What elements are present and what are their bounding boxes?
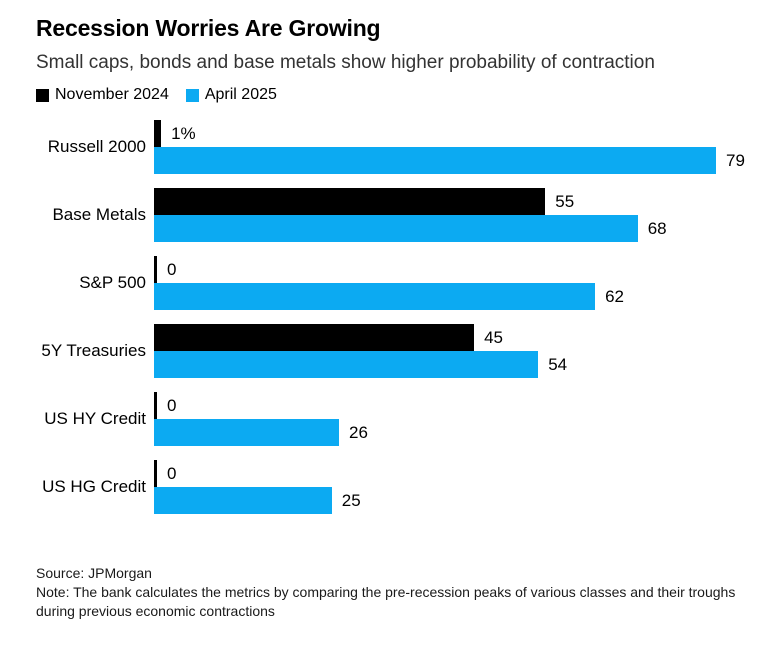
note-text: Note: The bank calculates the metrics by… xyxy=(36,584,736,619)
zero-tick xyxy=(154,392,157,419)
legend-color-swatch xyxy=(36,88,49,102)
category-label: Russell 2000 xyxy=(47,137,146,156)
bar-row: 45 xyxy=(154,324,775,351)
bar-row: 55 xyxy=(154,188,775,215)
value-label: 55 xyxy=(555,191,575,211)
bar-group: 1% 79 xyxy=(154,120,775,174)
category-label: Base Metals xyxy=(52,205,146,224)
chart-row: S&P 500 0 62 xyxy=(36,256,775,310)
bar-row: 25 xyxy=(154,487,775,514)
page-subtitle: Small caps, bonds and base metals show h… xyxy=(36,52,655,73)
value-label: 26 xyxy=(349,422,368,442)
legend-item-november-2024: November 2024 xyxy=(36,86,169,104)
bar-row: 0 xyxy=(154,256,775,283)
category-label: 5Y Treasuries xyxy=(41,341,146,360)
bar-group: 55 68 xyxy=(154,188,775,242)
bar-row: 26 xyxy=(154,419,775,446)
bar-row: 0 xyxy=(154,460,775,487)
chart-row: US HG Credit 0 25 xyxy=(36,460,775,514)
bar-november-2024 xyxy=(154,188,546,215)
value-label: 54 xyxy=(548,354,568,374)
legend: November 2024 April 2025 xyxy=(36,86,775,104)
bar-row: 79 xyxy=(154,147,775,174)
bar-row: 0 xyxy=(154,392,775,419)
bar-group: 45 54 xyxy=(154,324,775,378)
zero-tick xyxy=(154,460,157,487)
bar-row: 62 xyxy=(154,283,775,310)
legend-item-label: April 2025 xyxy=(204,86,277,103)
value-label: 1% xyxy=(171,123,196,143)
bar-april-2025 xyxy=(154,419,339,446)
value-label: 45 xyxy=(484,327,504,347)
value-label: 79 xyxy=(726,150,745,170)
bar-april-2025 xyxy=(154,283,596,310)
bar-april-2025 xyxy=(154,487,332,514)
bar-april-2025 xyxy=(154,147,716,174)
legend-color-swatch xyxy=(185,88,199,102)
value-label: 0 xyxy=(167,259,177,279)
bar-row: 68 xyxy=(154,215,775,242)
bar-row: 1% xyxy=(154,120,775,147)
bar-group: 0 26 xyxy=(154,392,775,446)
bar-november-2024 xyxy=(154,324,475,351)
value-label: 0 xyxy=(167,395,177,415)
bar-group: 0 62 xyxy=(154,256,775,310)
category-label: US HY Credit xyxy=(44,409,146,428)
category-label: US HG Credit xyxy=(42,477,146,496)
bar-row: 54 xyxy=(154,351,775,378)
value-label: 0 xyxy=(167,463,177,483)
value-label: 62 xyxy=(605,286,625,306)
source-text: Source: JPMorgan xyxy=(36,565,152,581)
category-label: S&P 500 xyxy=(79,273,146,292)
page-title: Recession Worries Are Growing xyxy=(36,15,381,41)
value-label: 68 xyxy=(647,218,667,238)
legend-item-april-2025: April 2025 xyxy=(185,86,277,104)
bar-april-2025 xyxy=(154,351,539,378)
chart-row: 5Y Treasuries 45 54 xyxy=(36,324,775,378)
chart-row: Base Metals 55 68 xyxy=(36,188,775,242)
footer: Source: JPMorgan Note: The bank calculat… xyxy=(36,564,764,621)
bar-chart: Russell 2000 1% 79 Base Metals 55 68 S&P 500 0 6… xyxy=(36,120,775,514)
bar-group: 0 25 xyxy=(154,460,775,514)
zero-tick xyxy=(154,256,157,283)
bar-november-2024 xyxy=(154,120,162,147)
bar-april-2025 xyxy=(154,215,638,242)
chart-row: US HY Credit 0 26 xyxy=(36,392,775,446)
legend-item-label: November 2024 xyxy=(55,86,169,103)
value-label: 25 xyxy=(341,490,361,510)
chart-row: Russell 2000 1% 79 xyxy=(36,120,775,174)
